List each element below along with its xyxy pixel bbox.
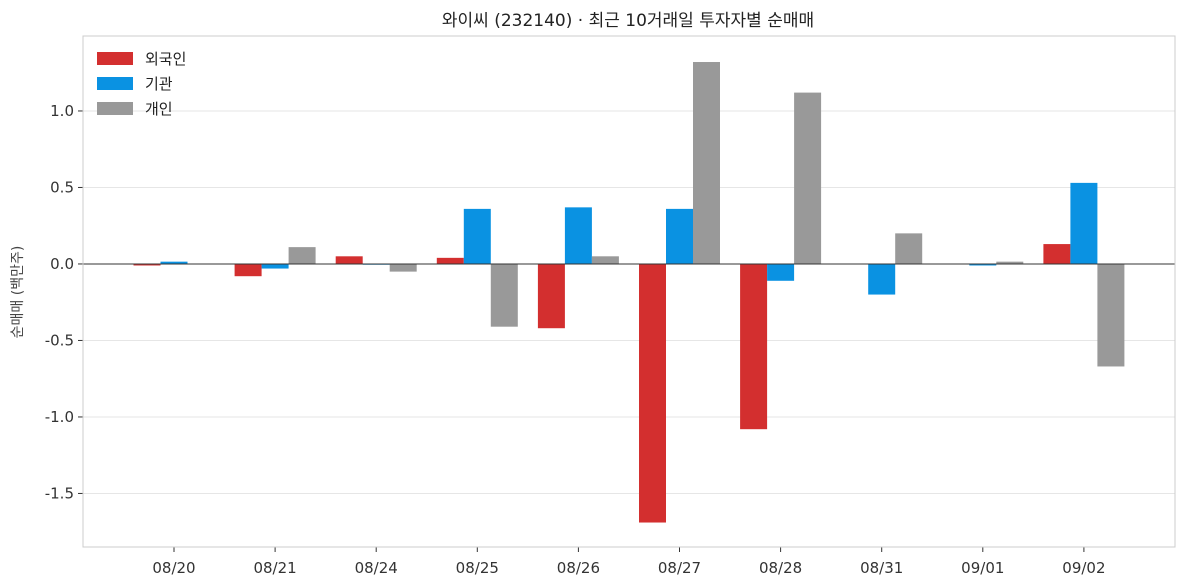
bar-외국인-08/20 bbox=[133, 263, 161, 266]
bar-개인-09/01 bbox=[996, 261, 1024, 264]
bar-개인-08/28 bbox=[794, 92, 822, 264]
x-tick-label: 08/21 bbox=[253, 559, 296, 577]
y-tick-label: -0.5 bbox=[45, 331, 74, 349]
bar-개인-09/02 bbox=[1097, 263, 1125, 367]
bar-기관-08/27 bbox=[666, 208, 693, 264]
legend-label: 개인 bbox=[145, 100, 173, 118]
bar-개인-08/21 bbox=[288, 247, 316, 264]
bars-layer bbox=[133, 62, 1125, 523]
bar-개인-08/31 bbox=[895, 233, 923, 264]
bar-외국인-08/24 bbox=[335, 256, 363, 264]
x-tick-label: 08/28 bbox=[759, 559, 802, 577]
y-tick-label: -1.0 bbox=[45, 408, 74, 426]
y-tick-label: -1.5 bbox=[45, 484, 74, 502]
bar-기관-08/26 bbox=[564, 207, 592, 264]
bar-기관-08/28 bbox=[767, 263, 795, 281]
x-tick-label: 08/25 bbox=[456, 559, 499, 577]
axes-layer: -1.5 -1.0 -0.5 0.0 0.5 1.0 08/20 08/21 08/24 08/2… bbox=[45, 102, 1175, 577]
x-tick-label: 08/31 bbox=[860, 559, 903, 577]
legend-label: 외국인 bbox=[145, 50, 186, 68]
legend-label: 기관 bbox=[145, 75, 173, 93]
chart-title: 와이씨 (232140) · 최근 10거래일 투자자별 순매매 bbox=[442, 11, 814, 31]
x-tick-label: 08/24 bbox=[355, 559, 398, 577]
plot-frame bbox=[82, 35, 1176, 548]
bar-개인-08/24 bbox=[389, 263, 417, 272]
y-tick-label: 0.5 bbox=[50, 178, 74, 196]
bar-외국인-08/21 bbox=[234, 263, 262, 277]
x-tick-label: 08/27 bbox=[658, 559, 701, 577]
bar-외국인-08/25 bbox=[436, 257, 464, 264]
bar-기관-09/02 bbox=[1070, 182, 1098, 264]
bar-개인-08/25 bbox=[490, 263, 518, 327]
bar-기관-09/01 bbox=[969, 263, 997, 266]
bar-외국인-08/28 bbox=[740, 263, 768, 430]
y-tick-label: 1.0 bbox=[50, 102, 74, 120]
legend-swatch bbox=[97, 77, 133, 90]
y-tick-label: 0.0 bbox=[50, 255, 74, 273]
x-tick-label: 08/20 bbox=[152, 559, 195, 577]
y-axis-label: 순매매 (백만주) bbox=[10, 246, 26, 339]
legend-swatch bbox=[97, 52, 133, 65]
bar-기관-08/25 bbox=[463, 208, 491, 264]
x-tick-label: 09/02 bbox=[1062, 559, 1105, 577]
bar-외국인-08/27 bbox=[639, 263, 666, 523]
bar-외국인-09/02 bbox=[1043, 244, 1071, 264]
bar-개인-08/27 bbox=[693, 62, 720, 264]
bar-외국인-08/26 bbox=[537, 263, 565, 329]
legend-swatch bbox=[97, 102, 133, 115]
bar-개인-08/26 bbox=[591, 256, 619, 264]
bar-기관-08/21 bbox=[261, 263, 289, 269]
grid-layer bbox=[83, 110, 1175, 494]
x-tick-label: 09/01 bbox=[961, 559, 1004, 577]
bar-기관-08/31 bbox=[868, 263, 896, 295]
x-tick-label: 08/26 bbox=[557, 559, 600, 577]
bar-기관-08/20 bbox=[160, 261, 188, 264]
